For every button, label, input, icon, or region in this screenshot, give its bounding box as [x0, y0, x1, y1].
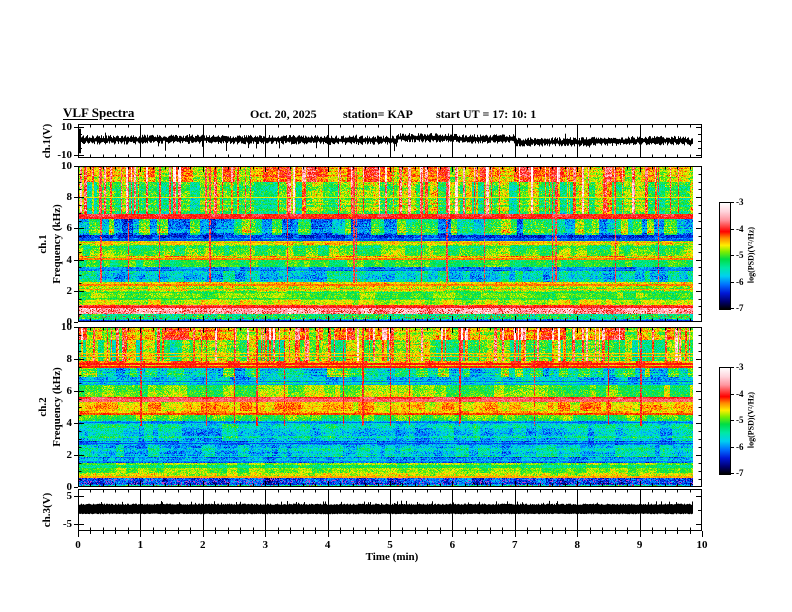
- y-tick-dash: [74, 327, 78, 328]
- y-tick-label: 4: [66, 417, 73, 429]
- x-tick-label: 8: [574, 539, 580, 551]
- y-tick-dash: [74, 197, 78, 198]
- colorbar-tick-label: -4: [736, 223, 744, 234]
- colorbar-tick-label: -3: [736, 197, 744, 207]
- colorbar-tick-dash: [730, 229, 734, 230]
- colorbar-tick-dash: [730, 447, 734, 448]
- colorbar-tick-dash: [730, 394, 734, 395]
- y-tick-dash: [74, 423, 78, 424]
- y-tick-dash: [74, 496, 78, 497]
- colorbar1-psd-label: log(PSD)(V²/Hz): [746, 226, 756, 284]
- colorbar-tick-label: -6: [736, 441, 744, 452]
- x-tick-label: 4: [324, 539, 331, 551]
- y-tick-label: -5: [62, 518, 72, 531]
- y-tick-label: 6: [66, 385, 73, 397]
- y-tick-label: 10: [61, 160, 72, 172]
- y-tick-dash: [74, 228, 78, 229]
- y-tick-label: 8: [66, 191, 73, 204]
- colorbar-tick-label: -5: [736, 415, 744, 425]
- y-tick-dash: [74, 155, 78, 156]
- start-ut-label: start UT = 17: 10: 1: [436, 107, 537, 121]
- time-axis-ticks: [77, 531, 703, 540]
- ch2-channel-label: ch.2: [37, 397, 49, 417]
- colorbar-tick-label: -4: [736, 388, 744, 399]
- x-tick-label: 1: [137, 539, 144, 551]
- colorbar-tick-label: -5: [736, 250, 744, 260]
- ch1-frequency-axis-label: Frequency (kHz): [51, 204, 63, 284]
- y-tick-dash: [74, 322, 78, 323]
- y-tick-dash: [74, 260, 78, 261]
- colorbar2-gradient: [719, 367, 731, 475]
- page-title: VLF Spectra: [63, 105, 135, 120]
- colorbar2-psd-label: log(PSD)(V²/Hz): [746, 391, 756, 449]
- x-tick-label: 9: [636, 539, 643, 551]
- x-tick-label: 3: [262, 539, 268, 551]
- y-tick-dash: [74, 391, 78, 392]
- y-tick-label: 4: [66, 253, 73, 266]
- date-label: Oct. 20, 2025: [250, 107, 317, 121]
- ch3-waveform-panel: [78, 489, 702, 531]
- colorbar-tick-label: -3: [736, 362, 744, 372]
- ch2-spectrogram-panel: [78, 327, 702, 487]
- ch2-frequency-axis-label: Frequency (kHz): [51, 367, 63, 447]
- ch1-channel-label: ch.1: [37, 234, 49, 254]
- x-tick-label: 6: [449, 539, 456, 551]
- colorbar-tick-dash: [730, 367, 734, 368]
- colorbar-tick-dash: [730, 255, 734, 256]
- y-tick-label: 5: [66, 489, 73, 502]
- y-tick-dash: [74, 487, 78, 488]
- colorbar-tick-label: -7: [736, 303, 744, 313]
- y-tick-dash: [74, 455, 78, 456]
- y-tick-dash: [74, 524, 78, 525]
- y-tick-dash: [74, 166, 78, 167]
- time-axis-label: Time (min): [365, 551, 419, 563]
- y-tick-label: 8: [66, 353, 73, 365]
- y-tick-label: -10: [57, 148, 72, 161]
- colorbar1-gradient: [719, 202, 731, 310]
- colorbar-tick-dash: [730, 473, 734, 474]
- y-tick-dash: [74, 359, 78, 360]
- y-tick-label: 2: [66, 449, 73, 461]
- x-tick-label: 2: [200, 539, 206, 551]
- y-tick-label: 6: [66, 222, 73, 235]
- y-tick-label: 10: [61, 121, 72, 134]
- colorbar-tick-dash: [730, 308, 734, 309]
- y-tick-label: 2: [66, 284, 73, 297]
- x-tick-label: 7: [512, 539, 518, 551]
- colorbar-tick-dash: [730, 420, 734, 421]
- y-tick-dash: [74, 291, 78, 292]
- x-tick-label: 0: [75, 539, 81, 551]
- colorbar-tick-label: -7: [736, 468, 744, 478]
- y-tick-label: 0: [66, 316, 73, 328]
- station-label: station= KAP: [343, 107, 413, 121]
- y-tick-label: 10: [61, 321, 72, 333]
- ch1-waveform-panel: [78, 124, 702, 158]
- y-tick-dash: [74, 127, 78, 128]
- y-tick-label: 0: [66, 481, 73, 493]
- ch1-spectrogram-panel: [78, 166, 702, 322]
- colorbar-tick-dash: [730, 202, 734, 203]
- x-tick-label: 10: [696, 539, 708, 551]
- x-tick-label: 5: [387, 539, 393, 551]
- colorbar-tick-dash: [730, 282, 734, 283]
- colorbar-tick-label: -6: [736, 276, 744, 287]
